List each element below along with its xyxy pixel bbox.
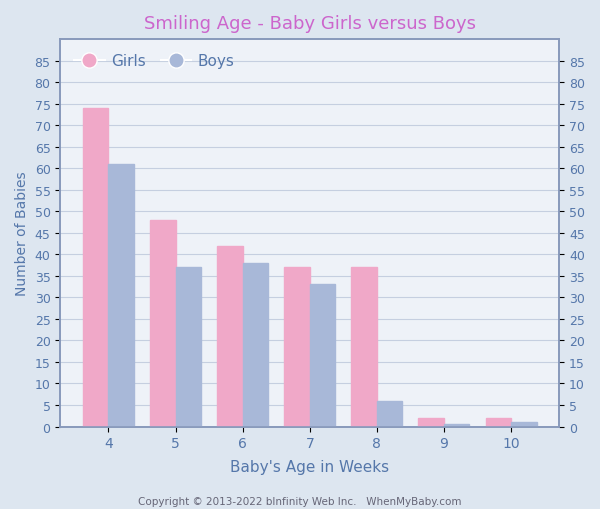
Text: Copyright © 2013-2022 bInfinity Web Inc.   WhenMyBaby.com: Copyright © 2013-2022 bInfinity Web Inc.…: [138, 496, 462, 506]
Bar: [284, 268, 310, 427]
Bar: [485, 418, 511, 427]
Bar: [150, 220, 176, 427]
Legend: Girls, Boys: Girls, Boys: [68, 48, 241, 75]
Title: Smiling Age - Baby Girls versus Boys: Smiling Age - Baby Girls versus Boys: [144, 15, 476, 33]
Bar: [377, 401, 403, 427]
Bar: [310, 285, 335, 427]
Bar: [83, 109, 109, 427]
Bar: [242, 264, 268, 427]
X-axis label: Baby's Age in Weeks: Baby's Age in Weeks: [230, 459, 389, 474]
Bar: [418, 418, 444, 427]
Bar: [217, 246, 242, 427]
Bar: [176, 268, 201, 427]
Y-axis label: Number of Babies: Number of Babies: [15, 171, 29, 296]
Bar: [352, 268, 377, 427]
Bar: [109, 164, 134, 427]
Bar: [511, 422, 536, 427]
Bar: [444, 425, 469, 427]
